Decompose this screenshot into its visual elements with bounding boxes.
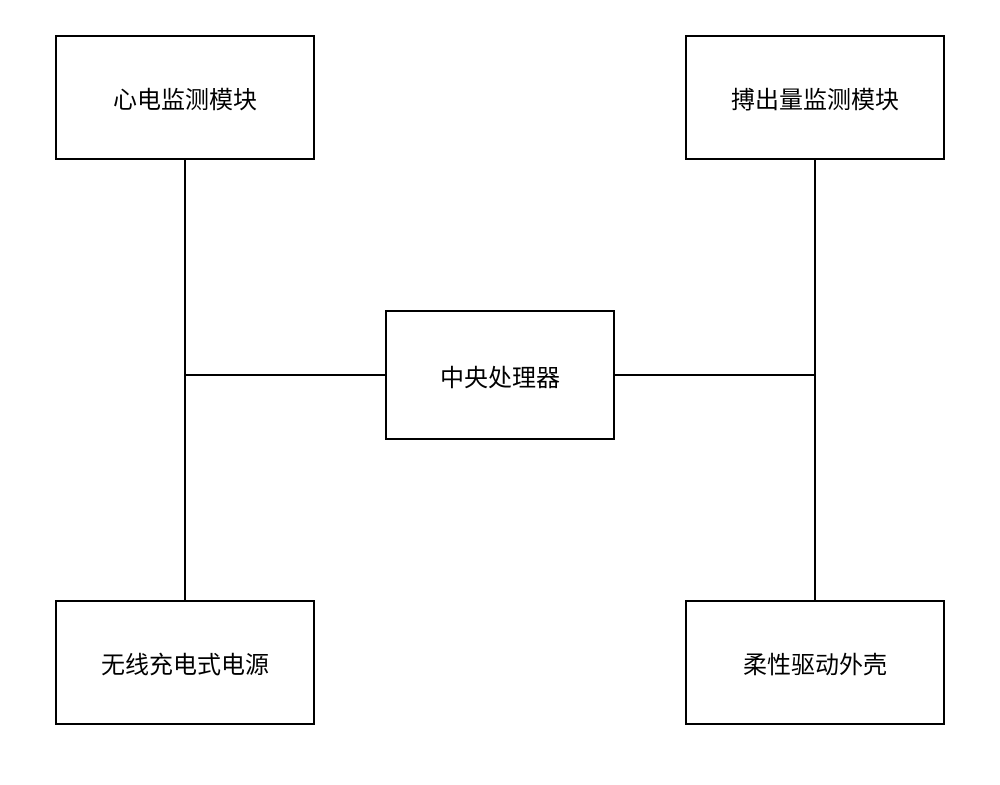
edge-left-bus [184,160,186,600]
node-cpu: 中央处理器 [385,310,615,440]
node-wireless-power-label: 无线充电式电源 [101,645,269,680]
edge-right-bus [814,160,816,600]
node-flex-shell-label: 柔性驱动外壳 [743,645,887,680]
node-ecg-monitor: 心电监测模块 [55,35,315,160]
edge-center-to-right [615,374,815,376]
node-ecg-monitor-label: 心电监测模块 [113,80,257,115]
node-cpu-label: 中央处理器 [440,358,560,393]
node-flex-shell: 柔性驱动外壳 [685,600,945,725]
edge-left-to-center [185,374,385,376]
node-stroke-volume-monitor-label: 搏出量监测模块 [731,80,899,115]
node-stroke-volume-monitor: 搏出量监测模块 [685,35,945,160]
node-wireless-power: 无线充电式电源 [55,600,315,725]
diagram-canvas: 心电监测模块 搏出量监测模块 中央处理器 无线充电式电源 柔性驱动外壳 [0,0,1000,785]
